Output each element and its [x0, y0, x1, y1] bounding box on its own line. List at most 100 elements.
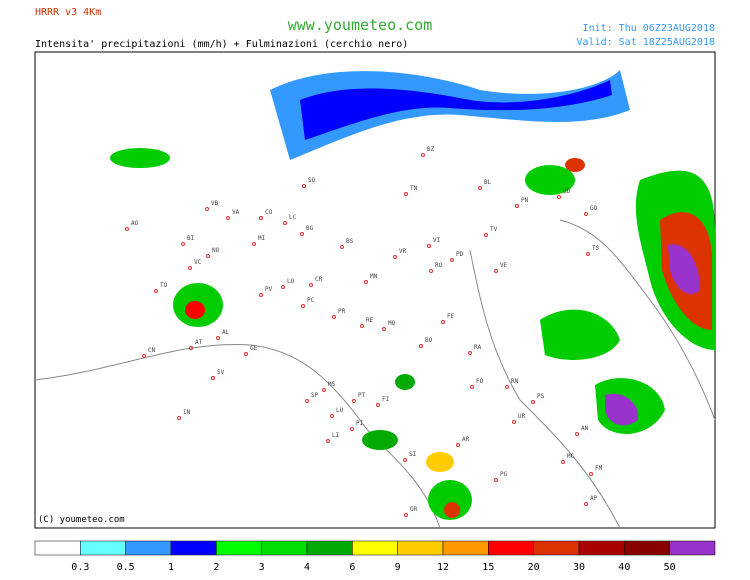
city-label: SO	[308, 177, 316, 184]
city-label: FE	[447, 313, 455, 320]
city-label: BI	[187, 235, 195, 242]
precip-area	[110, 148, 170, 168]
city-label: VE	[500, 262, 508, 269]
precip-area	[605, 393, 639, 426]
city-label: TO	[160, 282, 168, 289]
city-dot	[332, 315, 336, 319]
legend-swatch	[533, 540, 580, 556]
legend-swatch	[669, 540, 716, 556]
city-label: RA	[474, 344, 482, 351]
precip-area	[185, 301, 205, 319]
city-label: NO	[212, 247, 220, 254]
init-label: Init: Thu 06Z23AUG2018	[583, 23, 715, 34]
city-label: GE	[250, 345, 258, 352]
precip-area	[426, 452, 454, 472]
city-dot	[142, 354, 146, 358]
legend-label: 2	[213, 562, 219, 573]
city-dot	[382, 327, 386, 331]
city-label: AL	[222, 329, 230, 336]
city-labels: BZ TN BL PN UD GO TS SO VB VA CO LC BG BS VR VI PD TV VE AO…	[125, 146, 603, 517]
city-label: FM	[595, 465, 603, 472]
city-label: BL	[484, 179, 492, 186]
city-label: PG	[500, 471, 508, 478]
city-dot	[177, 416, 181, 420]
precip-area	[668, 244, 700, 294]
city-label: RE	[366, 317, 374, 324]
legend-swatch	[170, 540, 217, 556]
precip-area	[565, 158, 585, 172]
city-dot	[181, 242, 185, 246]
legend-swatch	[442, 540, 489, 556]
legend-label: 0.3	[71, 562, 89, 573]
city-dot	[557, 195, 561, 199]
city-label: MI	[258, 235, 266, 242]
legend-swatch	[125, 540, 172, 556]
precip-area	[525, 165, 575, 195]
city-dot	[211, 376, 215, 380]
city-dot	[350, 427, 354, 431]
copyright: (C) youmeteo.com	[38, 515, 125, 525]
city-label: AT	[195, 339, 203, 346]
city-label: LI	[332, 432, 340, 439]
city-label: GO	[590, 205, 598, 212]
city-dot	[259, 293, 263, 297]
city-label: BO	[425, 337, 433, 344]
city-dot	[515, 204, 519, 208]
city-dot	[456, 443, 460, 447]
city-dot	[302, 184, 306, 188]
city-dot	[512, 420, 516, 424]
city-dot	[188, 266, 192, 270]
city-dot	[330, 414, 334, 418]
city-dot	[154, 289, 158, 293]
city-label: PS	[537, 393, 545, 400]
map: BZ TN BL PN UD GO TS SO VB VA CO LC BG BS VR VI PD TV VE AO…	[34, 51, 716, 529]
city-dot	[427, 244, 431, 248]
city-label: VA	[232, 209, 240, 216]
city-dot	[584, 502, 588, 506]
city-dot	[584, 212, 588, 216]
city-label: GR	[410, 506, 418, 513]
precip-area	[444, 502, 460, 518]
city-dot	[205, 207, 209, 211]
legend-swatch	[578, 540, 625, 556]
city-dot	[393, 255, 397, 259]
city-dot	[404, 513, 408, 517]
coastline	[469, 249, 621, 529]
city-label: RN	[511, 378, 519, 385]
coastline	[34, 343, 441, 529]
city-label: SP	[311, 392, 319, 399]
city-label: VC	[194, 259, 202, 266]
precip-area	[428, 480, 472, 520]
city-label: PN	[521, 197, 529, 204]
city-label: MC	[567, 453, 575, 460]
city-dot	[494, 269, 498, 273]
precip-area	[362, 430, 398, 450]
legend-swatch	[216, 540, 262, 556]
city-label: UD	[563, 188, 571, 195]
city-dot	[589, 472, 593, 476]
city-dot	[505, 385, 509, 389]
city-dot	[484, 233, 488, 237]
city-dot	[244, 352, 248, 356]
city-label: BS	[346, 238, 354, 245]
city-dot	[575, 432, 579, 436]
precip-area	[300, 80, 612, 140]
city-dot	[206, 254, 210, 258]
city-dot	[360, 324, 364, 328]
city-label: SI	[409, 451, 417, 458]
city-dot	[376, 403, 380, 407]
city-dot	[441, 320, 445, 324]
city-dot	[352, 399, 356, 403]
city-label: FI	[382, 396, 390, 403]
precip-area	[395, 374, 415, 390]
city-label: AR	[462, 436, 470, 443]
city-dot	[300, 232, 304, 236]
site-label: www.youmeteo.com	[288, 16, 433, 34]
city-label: PR	[338, 308, 346, 315]
legend-label: 1	[168, 562, 174, 573]
city-label: TS	[592, 245, 600, 252]
city-label: PT	[358, 392, 366, 399]
city-dot	[450, 258, 454, 262]
valid-label: Valid: Sat 18Z25AUG2018	[577, 37, 715, 48]
